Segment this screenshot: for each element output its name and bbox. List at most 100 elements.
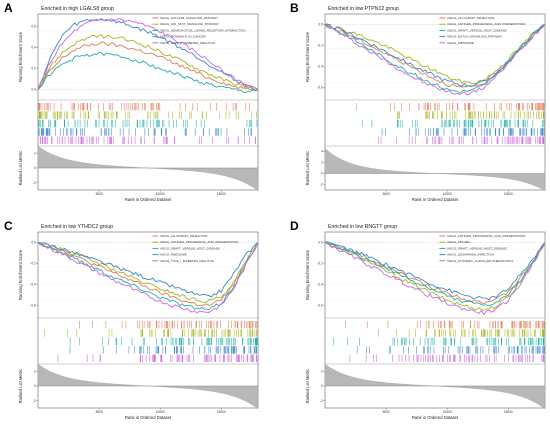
legend-label: KEGG_RIBOSOME bbox=[160, 253, 187, 257]
y-tick-label: 2 bbox=[321, 369, 323, 373]
es-line-series-4 bbox=[37, 18, 259, 91]
plot-frame bbox=[324, 13, 546, 191]
es-line-series-5 bbox=[37, 242, 259, 314]
panel-title: Enriched in high LGALS8 group bbox=[41, 6, 114, 12]
y-tick-label: -0.4 bbox=[30, 283, 36, 287]
y-tick-label: -0.6 bbox=[30, 304, 36, 308]
x-axis-label: Rank in Ordered Dataset bbox=[412, 415, 459, 420]
y-tick-label: 0.0 bbox=[31, 241, 36, 245]
legend-label: KEGG_NOTCH_SIGNALING_PATHWAY bbox=[447, 35, 502, 39]
x-tick-label: 10000 bbox=[156, 192, 165, 196]
x-tick-label: 15000 bbox=[504, 410, 513, 414]
plot-frame bbox=[37, 13, 259, 191]
x-tick-label: 15000 bbox=[217, 410, 226, 414]
x-tick-label: 15000 bbox=[217, 192, 226, 196]
legend-label: KEGG_NEUROACTIVE_LIGAND_RECEPTOR_INTERAC… bbox=[160, 28, 245, 32]
legend-label: KEGG_PATHWAYS_IN_CANCER bbox=[160, 35, 206, 39]
legend-label: KEGG_ASTHMA bbox=[447, 240, 470, 244]
panel-letter: B bbox=[290, 1, 299, 15]
y-tick-label: -0.2 bbox=[317, 262, 323, 266]
es-line-series-4 bbox=[324, 23, 546, 88]
legend-label: KEGG_RIBOSOME bbox=[447, 41, 474, 45]
y-axis-label-top: Running Enrichment Score bbox=[18, 249, 23, 300]
gsea-panel-d: D Enriched in low RNGTT group KEGG_ANTIGEN… bbox=[290, 219, 546, 420]
x-axis-label: Rank in Ordered Dataset bbox=[412, 197, 459, 202]
es-line-series-3 bbox=[37, 242, 259, 311]
y-tick-label: 0 bbox=[321, 384, 323, 388]
panel-letter: C bbox=[4, 219, 13, 233]
legend-label: KEGG_LEISHMANIA_INFECTION bbox=[447, 253, 493, 257]
gsea-panel-c: C Enriched in low YTHDC2 group KEGG_ALLOGR… bbox=[4, 219, 259, 420]
y-tick-label: -0.6 bbox=[317, 86, 323, 90]
y-axis-label-bottom: Ranked List Metric bbox=[18, 369, 23, 404]
y-tick-label: 0.0 bbox=[318, 23, 323, 27]
y-tick-label: 0 bbox=[321, 172, 323, 176]
es-line-series-2 bbox=[324, 242, 546, 311]
y-tick-label: 0.2 bbox=[31, 67, 36, 71]
y-tick-label: -0.4 bbox=[317, 283, 323, 287]
es-line-series-2 bbox=[37, 34, 259, 91]
es-line-series-1 bbox=[324, 242, 546, 305]
y-tick-label: 0.0 bbox=[31, 88, 36, 92]
x-tick-label: 15000 bbox=[504, 192, 513, 196]
x-tick-label: 5000 bbox=[96, 192, 103, 196]
y-tick-label: 4 bbox=[321, 150, 323, 154]
legend-label: KEGG_GRAFT_VERSUS_HOST_DISEASE bbox=[447, 28, 506, 32]
y-tick-label: -2 bbox=[33, 181, 36, 185]
y-tick-label: 0.6 bbox=[31, 25, 36, 29]
legend-label: KEGG_ANTIGEN_PROCESSING_AND_PRESENTATION bbox=[447, 234, 525, 238]
panel-title: Enriched in low YTHDC2 group bbox=[41, 224, 113, 230]
y-axis-label-top: Running Enrichment Score bbox=[305, 249, 310, 300]
es-line-series-1 bbox=[37, 242, 259, 307]
es-line-series-4 bbox=[324, 242, 546, 301]
y-tick-label: -0.2 bbox=[30, 262, 36, 266]
panel-letter: D bbox=[290, 219, 299, 233]
y-tick-label: 0.4 bbox=[31, 46, 36, 50]
x-axis-label: Rank in Ordered Dataset bbox=[125, 415, 172, 420]
y-tick-label: -0.4 bbox=[317, 65, 323, 69]
y-tick-label: -0.2 bbox=[317, 44, 323, 48]
y-axis-label-top: Running Enrichment Score bbox=[305, 31, 310, 82]
es-line-series-5 bbox=[37, 18, 259, 90]
y-tick-label: 2 bbox=[34, 369, 36, 373]
panel-title: Enriched in low RNGTT group bbox=[328, 224, 397, 230]
x-tick-label: 10000 bbox=[156, 410, 165, 414]
y-tick-label: -2 bbox=[320, 399, 323, 403]
y-tick-label: 2 bbox=[34, 151, 36, 155]
y-axis-label-bottom: Ranked List Metric bbox=[305, 151, 310, 186]
es-line-series-5 bbox=[324, 242, 546, 316]
gsea-panel-b: B Enriched in low PTPN12 group KEGG_ALLOGR… bbox=[290, 1, 546, 202]
es-line-series-3 bbox=[37, 51, 259, 94]
x-axis-label: Rank in Ordered Dataset bbox=[125, 197, 172, 202]
y-axis-label-top: Running Enrichment Score bbox=[18, 31, 23, 82]
legend-label: KEGG_GRAFT_VERSUS_HOST_DISEASE bbox=[447, 246, 506, 250]
x-tick-label: 10000 bbox=[443, 410, 452, 414]
es-line-series-1 bbox=[37, 41, 259, 92]
panel-title: Enriched in low PTPN12 group bbox=[328, 6, 399, 12]
legend-label: KEGG_CALCIUM_SIGNALING_PATHWAY bbox=[160, 16, 218, 20]
y-tick-label: -0.6 bbox=[317, 304, 323, 308]
legend-label: KEGG_ANTIGEN_PROCESSING_AND_PRESENTATION bbox=[160, 240, 238, 244]
legend-label: KEGG_ALLOGRAFT_REJECTION bbox=[160, 234, 207, 238]
es-line-series-3 bbox=[324, 241, 546, 307]
y-tick-label: -2 bbox=[320, 183, 323, 187]
legend-label: KEGG_SYSTEMIC_LUPUS_ERYTHEMATOSUS bbox=[447, 259, 513, 263]
legend-label: KEGG_TYPE_II_DIABETES_MELLITUS bbox=[160, 41, 214, 45]
legend-label: KEGG_GRAFT_VERSUS_HOST_DISEASE bbox=[160, 246, 219, 250]
x-tick-label: 5000 bbox=[383, 192, 390, 196]
legend-label: KEGG_ALLOGRAFT_REJECTION bbox=[447, 16, 494, 20]
panel-letter: A bbox=[4, 1, 13, 15]
gsea-panel-a: A Enriched in high LGALS8 group KEGG_CALCI… bbox=[4, 1, 259, 202]
legend-label: KEGG_ANTIGEN_PROCESSING_AND_PRESENTATION bbox=[447, 22, 525, 26]
y-axis-label-bottom: Ranked List Metric bbox=[305, 369, 310, 404]
plot-frame bbox=[324, 231, 546, 409]
es-line-series-4 bbox=[37, 241, 259, 298]
y-axis-label-bottom: Ranked List Metric bbox=[18, 151, 23, 186]
x-tick-label: 5000 bbox=[383, 410, 390, 414]
y-tick-label: 0 bbox=[34, 166, 36, 170]
y-tick-label: 0.0 bbox=[318, 241, 323, 245]
x-tick-label: 5000 bbox=[96, 410, 103, 414]
y-tick-label: 0 bbox=[34, 384, 36, 388]
legend-label: KEGG_JAK_STAT_SIGNALING_PATHWAY bbox=[160, 22, 218, 26]
